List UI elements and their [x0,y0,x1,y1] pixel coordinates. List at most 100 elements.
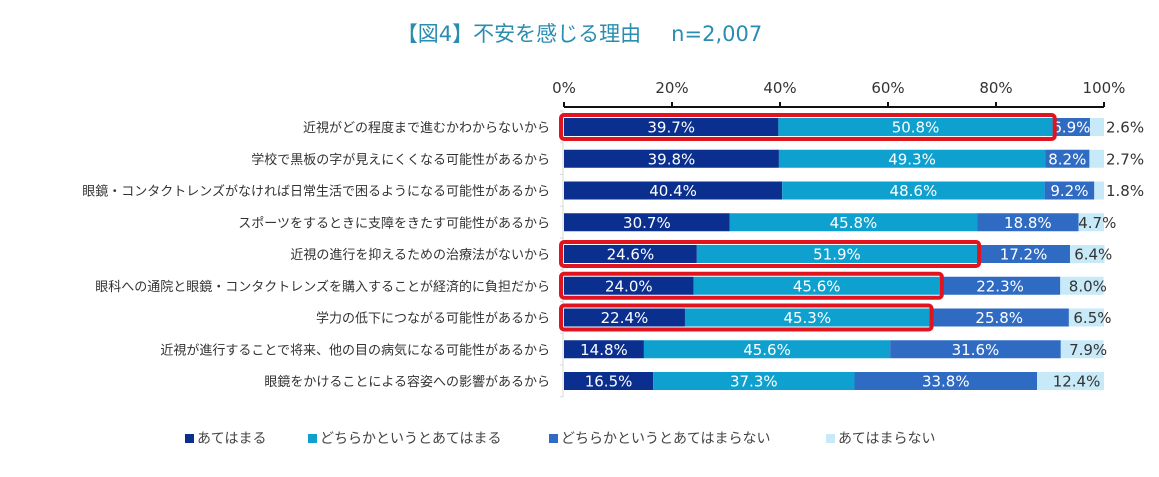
data-label: 8.2% [1048,150,1086,168]
bar-segment [1044,181,1095,200]
chart-title-text: 【図4】不安を感じる理由 [396,22,642,46]
bar-row: 39.7% 50.8% 6.9% 2.6% [564,118,1144,137]
data-label: 48.6% [890,182,938,200]
bar-row: 14.8% 45.6% 31.6% 7.9% [564,340,1107,359]
x-axis: 0% 20% 40% 60% 80% 100% [552,79,1126,108]
bar-segment [1037,372,1104,390]
bar-segment [643,340,891,359]
bar-row: 22.4% 45.3% 25.8% 6.5% [564,308,1112,327]
bar-segment [653,372,855,390]
bar-segment [1089,149,1104,168]
data-label: 45.8% [830,214,878,232]
data-label: 30.7% [623,214,671,232]
category-label: 近視の進行を抑えるための治療法がないから [290,248,550,263]
highlight-boxes [559,113,1057,332]
bar-segment [564,308,685,327]
bar-segment [939,276,1061,295]
data-label: 33.8% [922,373,970,391]
bar-segment [929,308,1069,327]
data-label: 39.8% [648,150,696,168]
category-label: 学力の低下につながる可能性があるから [316,311,550,327]
bars: 39.7% 50.8% 6.9% 2.6% 39.8% 49.3% 8.2% 2.7% 40.4… [564,118,1144,391]
bar-segment [1078,213,1104,232]
bar-row: 40.4% 48.6% 9.2% 1.8% [564,181,1144,200]
legend-swatch-icon [826,433,835,443]
data-label: 24.0% [605,277,653,295]
data-label: 39.7% [647,119,695,137]
data-label: 2.7% [1106,150,1144,168]
sample-size: n=2,007 [671,22,763,46]
category-label: 眼鏡・コンタクトレンズがなければ日常生活で困るようになる可能性があるから [82,184,550,200]
data-label: 25.8% [975,309,1023,327]
bar-segment [564,372,654,390]
bar-segment [778,149,1046,168]
legend-item: あてはまる [185,428,266,448]
bar-segment [564,149,779,168]
bar-segment [564,245,697,263]
data-label: 31.6% [952,341,1000,359]
category-label: 近視が進行することで将来、他の目の病気になる可能性があるから [160,342,550,358]
bar-segment [890,340,1061,359]
category-label: 眼科への通院と眼鏡・コンタクトレンズを購入することが経済的に負担だから [95,279,550,295]
bar-segment [693,276,940,295]
bar-segment [1069,245,1105,263]
chart-title: 【図4】不安を感じる理由 n=2,007 [0,18,1159,48]
data-label: 7.9% [1069,341,1107,359]
bar-row: 39.8% 49.3% 8.2% 2.7% [564,149,1144,168]
data-label: 18.8% [1004,214,1052,232]
data-label: 50.8% [892,119,940,137]
highlight-box [559,240,982,268]
bar-segment [1060,340,1104,359]
bar-row: 16.5% 37.3% 33.8% 12.4% [564,372,1104,391]
highlight-box [559,113,1057,141]
legend-label: どちらかというとあてはまる [320,431,502,447]
legend-item: どちらかというとあてはまる [308,428,501,448]
data-label: 37.3% [730,373,778,391]
category-label: 近視がどの程度まで進むかわからないから [303,120,550,136]
bar-segment [977,213,1079,232]
x-tick-label: 0% [552,79,576,97]
data-label: 6.4% [1074,246,1112,264]
data-label: 45.6% [793,277,841,295]
data-label: 45.6% [743,341,791,359]
bar-segment [1089,118,1104,136]
data-label: 24.6% [607,246,655,264]
bar-segment [564,340,644,359]
category-label: スポーツをするときに支障をきたす可能性があるから [238,216,550,231]
data-label: 8.0% [1069,277,1107,295]
category-labels: 近視がどの程度まで進むかわからないから学校で黒板の字が見えにくくなる可能性がある… [82,120,550,390]
bar-segment [977,245,1070,263]
bar-row: 24.0% 45.6% 22.3% 8.0% [564,276,1107,295]
bar-segment [729,213,978,232]
bar-segment [564,181,783,200]
x-tick-label: 20% [655,79,688,97]
data-label: 14.8% [580,341,628,359]
bar-segment [782,181,1045,200]
data-label: 51.9% [813,246,861,264]
x-tick-label: 80% [979,79,1012,97]
legend-label: あてはまらない [838,431,936,447]
legend: あてはまる どちらかというとあてはまる どちらかというとあてはまらない あてはまらない [0,428,1159,448]
bar-row: 30.7% 45.8% 18.8% 4.7% [564,213,1116,232]
bar-row: 24.6% 51.9% 17.2% 6.4% [564,245,1112,264]
data-label: 49.3% [888,150,936,168]
bar-segment [684,308,930,327]
data-label: 2.6% [1106,119,1144,137]
legend-label: あてはまる [197,431,267,447]
legend-swatch-icon [549,433,558,443]
bar-segment [564,118,779,136]
bar-segment [1068,308,1104,327]
legend-item: あてはまらない [826,428,935,448]
bar-segment [564,276,694,295]
legend-label: どちらかというとあてはまらない [561,431,771,447]
highlight-box [559,303,934,332]
data-label: 4.7% [1078,214,1116,232]
bar-segment [854,372,1038,390]
x-tick-label: 100% [1083,79,1126,97]
x-tick-label: 40% [763,79,796,97]
bar-segment [778,118,1053,136]
category-label: 眼鏡をかけることによる容姿への影響があるから [264,374,550,390]
bar-segment [1060,276,1104,295]
data-label: 6.5% [1073,309,1111,327]
